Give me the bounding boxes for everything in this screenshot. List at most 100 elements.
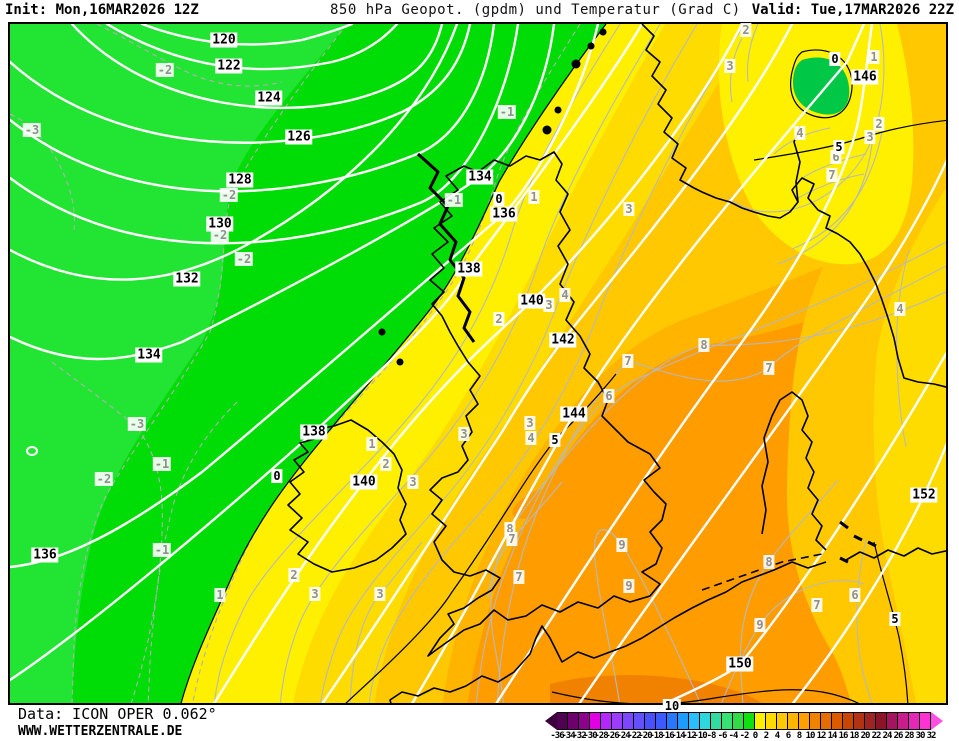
colorbar-tick: -14 <box>671 731 685 741</box>
colorbar-tick: 0 <box>752 731 759 741</box>
temperature-label: 7 <box>513 570 525 584</box>
colorbar-tick: 32 <box>926 731 937 741</box>
france-warm-patch <box>550 675 762 703</box>
geopotential-label: 120 <box>210 32 238 48</box>
colorbar-tick: -2 <box>739 731 750 741</box>
colorbar-tick: 4 <box>774 731 781 741</box>
colorbar-cell <box>700 712 711 730</box>
chart-title: 850 hPa Geopot. (gpdm) und Temperatur (G… <box>330 2 741 18</box>
colorbar-cell <box>557 712 568 730</box>
geopotential-label: 152 <box>910 487 938 503</box>
ireland-coast <box>287 419 407 573</box>
colorbar-tick: -12 <box>682 731 696 741</box>
temperature-label: -1 <box>152 457 172 471</box>
temperature-label: 4 <box>894 302 906 316</box>
temperature-label: 6 <box>849 588 861 602</box>
temperature-label: 8 <box>698 338 710 352</box>
coastlines <box>287 24 946 703</box>
colorbar-tick: -26 <box>605 731 619 741</box>
colorbar-tick: -22 <box>627 731 641 741</box>
geopotential-label: 146 <box>851 69 879 85</box>
temperature-label: 2 <box>740 23 752 37</box>
colorbar-cell <box>909 712 920 730</box>
colorbar-tick: -24 <box>616 731 630 741</box>
colorbar-cell <box>590 712 601 730</box>
colorbar-cell <box>601 712 612 730</box>
colorbar-cell <box>722 712 733 730</box>
colorbar-tick: 30 <box>915 731 926 741</box>
temperature-label: 8 <box>763 555 775 569</box>
temperature-label: 7 <box>622 354 634 368</box>
colorbar-tick: 24 <box>882 731 893 741</box>
northern-isles <box>378 28 607 366</box>
geopotential-label: 138 <box>300 424 328 440</box>
band-minus4-minus2 <box>10 24 347 703</box>
geopotential-label: 134 <box>466 169 494 185</box>
colorbar-cell <box>755 712 766 730</box>
temperature-label: 6 <box>830 150 842 164</box>
temperature-major-label: 5 <box>833 140 845 154</box>
colorbar-cell <box>689 712 700 730</box>
colorbar-tick: 22 <box>871 731 882 741</box>
temperature-label: 6 <box>603 389 615 403</box>
temperature-label: 1 <box>366 437 378 451</box>
colorbar-cell <box>656 712 667 730</box>
colorbar-tick: -32 <box>572 731 586 741</box>
colorbar-cell <box>821 712 832 730</box>
geopotential-label: 124 <box>255 90 283 106</box>
geopotential-label: 130 <box>206 216 234 232</box>
temperature-label: 3 <box>524 416 536 430</box>
band-east-yellow <box>873 188 946 703</box>
colorbar-tick: 2 <box>763 731 770 741</box>
temperature-label: 3 <box>407 475 419 489</box>
geopotential-contours <box>10 24 946 703</box>
init-time-label: Init: Mon,16MAR2026 12Z <box>5 2 199 18</box>
colorbar-cell <box>887 712 898 730</box>
colorbar-cell <box>744 712 755 730</box>
colorbar-cell <box>777 712 788 730</box>
geopotential-label: 122 <box>215 58 243 74</box>
temperature-label: -1 <box>497 105 517 119</box>
colorbar-cell <box>568 712 579 730</box>
temperature-label: -3 <box>22 123 42 137</box>
temperature-label: 9 <box>754 618 766 632</box>
geopotential-label: 134 <box>135 347 163 363</box>
temperature-label: 4 <box>525 431 537 445</box>
geopotential-label: 126 <box>285 129 313 145</box>
colorbar-tick: 26 <box>893 731 904 741</box>
geopotential-label: 138 <box>455 261 483 277</box>
colorbar-tick: 16 <box>838 731 849 741</box>
valid-time-label: Valid: Tue,17MAR2026 22Z <box>751 2 954 18</box>
colorbar-cell <box>876 712 887 730</box>
danish-islands <box>839 520 877 564</box>
colorbar-tick: -28 <box>594 731 608 741</box>
colorbar-cell <box>920 712 931 730</box>
map-area: 120 122 124 126 128 130 132 134 134 136 136 138 138 1… <box>8 22 948 713</box>
temperature-label: 3 <box>543 298 555 312</box>
temperature-label: 2 <box>380 457 392 471</box>
colorbar-cell <box>898 712 909 730</box>
colorbar-tick: 28 <box>904 731 915 741</box>
colorbar-tick: -18 <box>649 731 663 741</box>
continental-coast <box>389 561 827 703</box>
colorbar-cell <box>832 712 843 730</box>
colorbar-cell <box>634 712 645 730</box>
temperature-label: -3 <box>127 417 147 431</box>
colorbar-tick: -36 <box>550 731 564 741</box>
temperature-label: 9 <box>616 538 628 552</box>
colorbar-tick: -30 <box>583 731 597 741</box>
temperature-label: 2 <box>873 117 885 131</box>
colorbar-tick: -34 <box>561 731 575 741</box>
colorbar-tick: 12 <box>816 731 827 741</box>
colorbar-tick: 8 <box>796 731 803 741</box>
temperature-label: 8 <box>504 522 516 536</box>
norway-sweden-coast <box>641 24 946 388</box>
geopotential-label: 136 <box>31 547 59 563</box>
colorbar-tick: -6 <box>717 731 728 741</box>
temperature-label: 7 <box>506 532 518 546</box>
colorbar-left-arrow <box>545 712 557 730</box>
geopotential-label: 144 <box>560 406 588 422</box>
temperature-label: 3 <box>374 587 386 601</box>
colorbar-tick: 18 <box>849 731 860 741</box>
temperature-label: 3 <box>309 587 321 601</box>
